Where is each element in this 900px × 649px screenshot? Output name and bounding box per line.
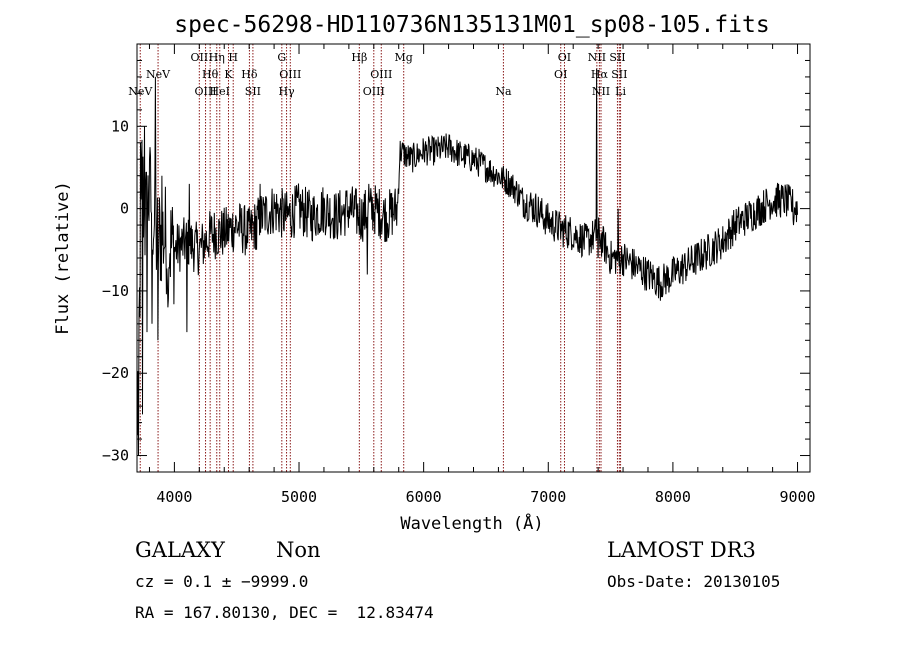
emission-line-label: Hθ [202, 68, 219, 81]
x-tick-label: 7000 [530, 488, 566, 506]
emission-line-label: Hα [591, 68, 609, 81]
emission-line-label: SII [609, 51, 625, 64]
y-tick-label: 10 [111, 117, 129, 135]
emission-line-label: OI [558, 51, 571, 64]
emission-line-label: NII [588, 51, 606, 64]
emission-line-label: G [277, 51, 286, 64]
emission-line-label: NeV [146, 68, 171, 81]
emission-line-label: OIII [370, 68, 392, 81]
emission-line-label: SII [611, 68, 627, 81]
emission-line-label: OIII [279, 68, 301, 81]
emission-line-label: OII [190, 51, 208, 64]
emission-line-label: Hδ [241, 68, 258, 81]
plot-frame [136, 43, 811, 473]
emission-line-label: Na [495, 85, 512, 98]
emission-line-label: OIII [195, 85, 217, 98]
x-tick-label: 5000 [281, 488, 317, 506]
emission-line-label: Hβ [351, 51, 367, 64]
obs-date-text: Obs-Date: 20130105 [607, 572, 781, 591]
emission-line-label: SII [245, 85, 261, 98]
emission-line-label: Li [615, 85, 626, 98]
emission-line-markers [139, 44, 622, 472]
emission-line-label: Hη [209, 51, 225, 64]
y-tick-label: −30 [102, 447, 129, 465]
emission-line-label: HeI [210, 85, 230, 98]
y-tick-label: −20 [102, 364, 129, 382]
chart-title: spec-56298-HD110736N135131M01_sp08-105.f… [174, 12, 769, 38]
x-tick-label: 4000 [156, 488, 192, 506]
emission-line-label: OIII [363, 85, 385, 98]
subclass-label: Non [276, 538, 321, 562]
class-label: GALAXY [135, 538, 225, 562]
emission-line-label: H [228, 51, 238, 64]
emission-line-label: Hγ [278, 85, 295, 98]
spectrum-line [136, 68, 798, 456]
x-axis-label: Wavelength (Å) [400, 512, 543, 534]
y-tick-label: 0 [120, 200, 129, 218]
emission-line-label: NeV [128, 85, 153, 98]
emission-line-label: Mg [395, 51, 413, 64]
redshift-text: cz = 0.1 ± −9999.0 [135, 572, 309, 591]
x-tick-label: 6000 [406, 488, 442, 506]
survey-label: LAMOST DR3 [607, 538, 756, 562]
y-tick-label: −10 [102, 282, 129, 300]
x-tick-label: 9000 [779, 488, 815, 506]
coordinates-text: RA = 167.80130, DEC = 12.83474 [135, 603, 434, 622]
emission-line-labels: NeVNeVOIIOIIIHθHηHeIKHHδSIIGHγOIIIHβOIII… [128, 51, 627, 98]
emission-line-label: K [224, 68, 233, 81]
x-axis-ticks: 4000 5000 6000 7000 8000 9000 [148, 44, 816, 506]
emission-line-label: NII [592, 85, 610, 98]
x-tick-label: 8000 [655, 488, 691, 506]
emission-line-label: OI [554, 68, 567, 81]
y-axis-label: Flux (relative) [53, 181, 73, 335]
y-axis-ticks: 10 0 −10 −20 −30 [102, 59, 810, 465]
